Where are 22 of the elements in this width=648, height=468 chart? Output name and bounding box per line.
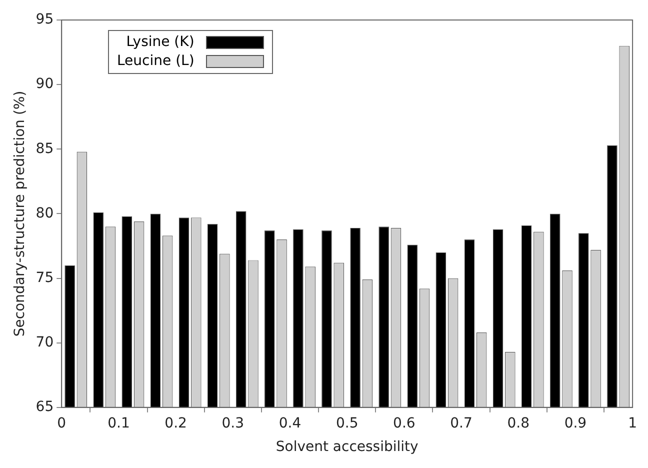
x-tick-label: 0.1 — [108, 415, 130, 432]
x-tick-label: 0.3 — [222, 415, 244, 432]
y-tick-label: 80 — [36, 205, 54, 222]
y-tick-label: 70 — [36, 334, 54, 350]
x-tick-label: 0.9 — [564, 415, 587, 432]
y-tick-label: 95 — [36, 12, 54, 28]
legend-label: Leucine (L) — [117, 52, 194, 71]
x-tick-label: 0 — [57, 415, 66, 432]
legend-label: Lysine (K) — [126, 33, 194, 52]
x-tick-label: 0.2 — [164, 415, 187, 432]
y-tick-label: 85 — [36, 140, 54, 157]
x-axis-title: Solvent accessibility — [276, 439, 418, 456]
x-tick-label: 1 — [628, 415, 638, 432]
x-tick-label: 0.5 — [336, 415, 358, 432]
y-tick-label: 75 — [36, 270, 54, 286]
x-tick-label: 0.7 — [450, 415, 472, 432]
y-tick-label: 90 — [36, 76, 54, 92]
x-tick-label: 0.4 — [278, 415, 302, 432]
x-tick-label: 0.6 — [393, 415, 416, 432]
y-axis-title: Secondary-structure prediction (%) — [12, 90, 28, 337]
y-tick-label: 65 — [36, 399, 54, 416]
x-tick-label: 0.8 — [507, 415, 530, 432]
